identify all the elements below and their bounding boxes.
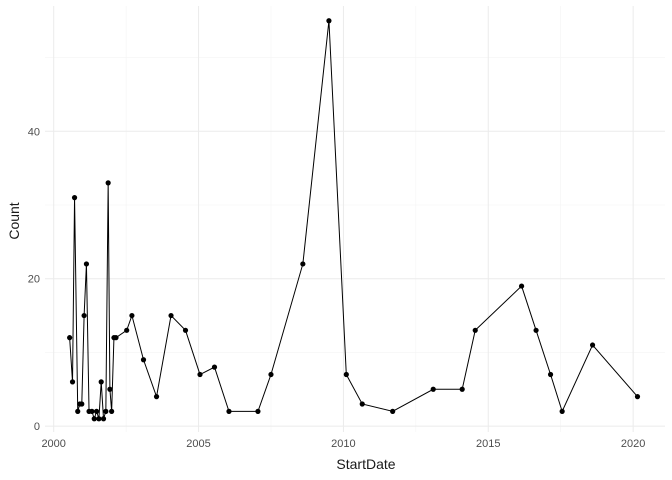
data-point bbox=[81, 312, 87, 319]
data-point bbox=[589, 342, 596, 348]
data-point bbox=[533, 327, 539, 333]
data-point bbox=[98, 379, 104, 385]
data-point bbox=[226, 408, 232, 414]
data-point bbox=[71, 195, 78, 201]
data-point bbox=[300, 261, 306, 267]
data-point bbox=[459, 386, 465, 392]
y-axis-title: Count bbox=[6, 202, 22, 239]
data-point bbox=[559, 408, 565, 414]
data-point bbox=[91, 416, 97, 422]
data-point bbox=[89, 408, 95, 414]
data-point bbox=[547, 371, 554, 378]
data-point bbox=[634, 394, 641, 400]
data-point bbox=[268, 371, 274, 378]
data-point bbox=[359, 401, 365, 407]
x-tick-label: 2015 bbox=[476, 438, 500, 450]
data-point bbox=[472, 327, 478, 333]
x-tick-label: 2000 bbox=[41, 438, 65, 450]
data-point bbox=[83, 261, 90, 267]
data-point bbox=[197, 371, 203, 378]
data-point bbox=[93, 408, 100, 414]
major-gridlines bbox=[45, 6, 665, 432]
data-point bbox=[326, 18, 332, 24]
data-point bbox=[103, 408, 109, 414]
data-point bbox=[69, 379, 76, 385]
data-point bbox=[96, 416, 102, 422]
x-axis-title: StartDate bbox=[336, 456, 395, 472]
data-point bbox=[430, 386, 436, 392]
series-line bbox=[69, 20, 638, 421]
data-point bbox=[153, 394, 160, 400]
data-point bbox=[211, 364, 218, 370]
x-tick-label: 2005 bbox=[186, 438, 210, 450]
series bbox=[67, 18, 641, 422]
y-tick-label: 40 bbox=[28, 126, 40, 138]
data-point bbox=[109, 408, 115, 414]
minor-gridlines bbox=[45, 6, 665, 432]
tick-labels: 2000 2005 2010 2015 2020 0 20 40 bbox=[28, 126, 646, 450]
data-point bbox=[255, 408, 261, 414]
data-point bbox=[518, 283, 525, 289]
y-tick-label: 20 bbox=[28, 274, 40, 286]
x-tick-label: 2010 bbox=[331, 438, 355, 450]
data-point bbox=[79, 401, 85, 407]
data-point bbox=[105, 180, 111, 186]
data-point bbox=[129, 312, 135, 319]
y-tick-label: 0 bbox=[34, 421, 40, 433]
data-point bbox=[67, 335, 73, 341]
data-point bbox=[113, 335, 119, 341]
data-point bbox=[124, 327, 130, 333]
data-point bbox=[107, 386, 113, 392]
data-point bbox=[140, 357, 147, 363]
data-point bbox=[100, 416, 107, 422]
data-point bbox=[182, 327, 189, 333]
data-point bbox=[390, 408, 396, 414]
data-point bbox=[75, 408, 81, 414]
data-point bbox=[168, 312, 174, 319]
data-point bbox=[343, 371, 349, 378]
x-tick-label: 2020 bbox=[621, 438, 645, 450]
